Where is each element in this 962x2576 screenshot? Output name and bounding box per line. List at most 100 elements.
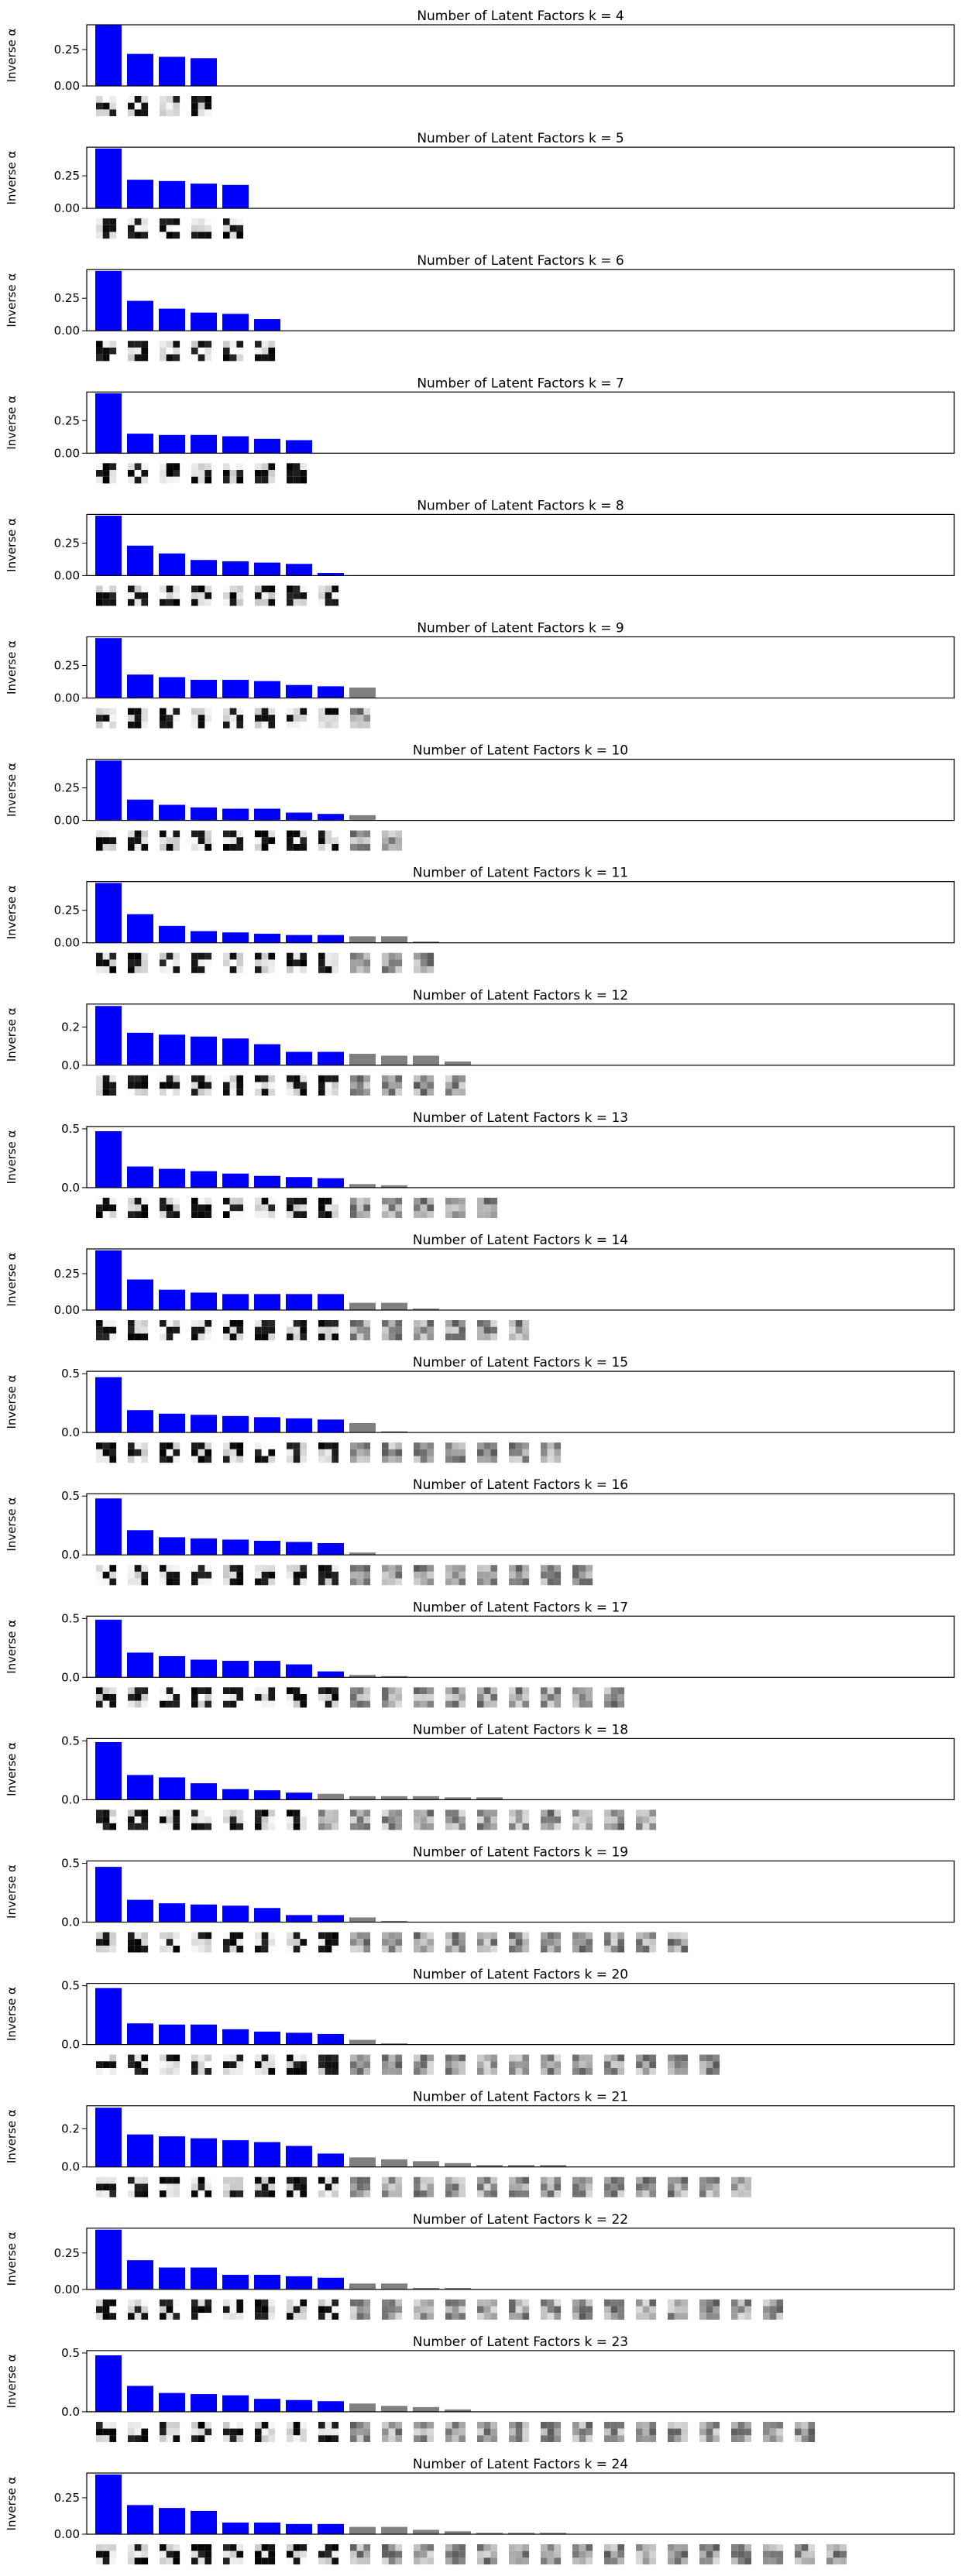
thumbnail-pixel [452, 1816, 459, 1823]
thumbnail-pixel [547, 2068, 555, 2075]
thumbnail-pixel [554, 1456, 562, 1463]
thumbnail-pixel [706, 2550, 713, 2558]
thumbnail-pixel [268, 1320, 276, 1327]
axes-frame [86, 2105, 955, 2168]
thumbnail-pixel [388, 1075, 396, 1082]
thumbnail-pixel [522, 2544, 530, 2551]
thumbnail-pixel [483, 1578, 491, 1586]
thumbnail-pixel [420, 1687, 428, 1694]
thumbnail-pixel [522, 2054, 530, 2062]
thumbnail-pixel [198, 599, 205, 606]
bar [445, 2163, 471, 2167]
thumbnail-pixel [198, 1456, 205, 1463]
thumbnail-pixel [287, 1816, 294, 1823]
factor-thumbnail [96, 2176, 117, 2197]
thumbnail-pixel [173, 225, 180, 232]
thumbnail-pixel [833, 2544, 840, 2551]
factor-thumbnail [636, 2299, 657, 2320]
thumbnail-pixel [649, 1816, 657, 1823]
factor-thumbnail [572, 1687, 593, 1708]
thumbnail-pixel [636, 1809, 643, 1817]
thumbnail-pixel [420, 2544, 428, 2551]
factor-thumbnail [191, 585, 212, 606]
axes-frame [86, 1615, 955, 1678]
thumbnail-pixel [490, 2190, 498, 2197]
thumbnail-pixel [515, 2313, 523, 2320]
thumbnail-pixel [300, 1945, 307, 1953]
thumbnail-pixel [134, 2068, 142, 2075]
bar [254, 1661, 280, 1678]
thumbnail-pixel [229, 585, 237, 593]
thumbnail-pixel [261, 1075, 269, 1082]
factor-thumbnail [160, 218, 180, 239]
thumbnail-pixel [617, 2306, 625, 2314]
thumbnail-pixel [134, 959, 142, 967]
thumbnail-pixel [332, 2428, 339, 2436]
thumbnail-pixel [674, 2068, 682, 2075]
thumbnail-pixel [160, 1700, 167, 1708]
thumbnail-pixel [604, 2428, 611, 2436]
thumbnail-pixel [332, 1082, 339, 1089]
thumbnail-pixel [134, 837, 142, 844]
thumbnail-pixel [610, 1823, 618, 1830]
y-axis-label: Inverse α [5, 1987, 19, 2041]
thumbnail-pixel [840, 2557, 847, 2565]
thumbnail-pixel [332, 1204, 339, 1212]
factor-thumbnail [255, 952, 276, 973]
thumbnail-pixel [191, 2183, 198, 2191]
thumbnail-pixel [268, 1578, 276, 1586]
bar [95, 1006, 122, 1065]
thumbnail-pixel [681, 2435, 689, 2442]
thumbnail-pixel [356, 1082, 364, 1089]
thumbnail-pixel [731, 2190, 738, 2197]
thumbnail-pixel [382, 1565, 389, 1572]
thumbnail-pixel [388, 2550, 396, 2558]
thumbnail-pixel [204, 1945, 212, 1953]
thumbnail-pixel [128, 959, 135, 967]
thumbnail-pixel [325, 2435, 332, 2442]
thumbnail-pixel [128, 1204, 135, 1212]
thumbnail-pixel [109, 2313, 117, 2320]
thumbnail-pixel [236, 2313, 244, 2320]
factor-thumbnail [191, 952, 212, 973]
thumbnail-pixel [318, 1333, 325, 1341]
thumbnail-pixel [173, 232, 180, 239]
thumbnail-pixel [477, 2306, 484, 2314]
thumbnail-pixel [102, 1939, 110, 1946]
y-axis-label: Inverse α [5, 396, 19, 450]
thumbnail-pixel [109, 2061, 117, 2068]
thumbnail-pixel [414, 2306, 421, 2314]
thumbnail-pixel [287, 1945, 294, 1953]
thumbnail-pixel [223, 1809, 230, 1817]
thumbnail-pixel [572, 2544, 579, 2551]
thumbnail-pixel [547, 1932, 555, 1940]
thumbnail-pixel [109, 1809, 117, 1817]
thumbnail-pixel [350, 1945, 357, 1953]
thumbnail-pixel [109, 599, 117, 606]
thumbnail-pixel [840, 2550, 847, 2558]
thumbnail-pixel [420, 2306, 428, 2314]
thumbnail-pixel [572, 2435, 579, 2442]
thumbnail-pixel [459, 2299, 466, 2307]
thumbnail-pixel [223, 844, 230, 851]
thumbnail-pixel [293, 1449, 301, 1456]
thumbnail-pixel [674, 2190, 682, 2197]
factor-thumbnail [382, 1197, 403, 1218]
factor-thumbnail [572, 2421, 593, 2442]
thumbnail-pixel [160, 1809, 167, 1817]
thumbnail-pixel [236, 2421, 244, 2429]
thumbnail-pixel [255, 1694, 262, 1701]
thumbnail-pixel [699, 2183, 706, 2191]
thumbnail-pixel [204, 1816, 212, 1823]
thumbnail-pixel [102, 1082, 110, 1089]
thumbnail-pixel [382, 2068, 389, 2075]
thumbnail-pixel [483, 1816, 491, 1823]
thumbnail-pixel [579, 2306, 586, 2314]
factor-thumbnail [382, 1565, 403, 1586]
thumbnail-pixel [356, 1823, 364, 1830]
thumbnail-pixel [668, 2054, 675, 2062]
thumbnail-pixel [332, 2061, 339, 2068]
thumbnail-pixel [737, 2435, 745, 2442]
thumbnail-pixel [198, 585, 205, 593]
thumbnail-pixel [128, 218, 135, 225]
